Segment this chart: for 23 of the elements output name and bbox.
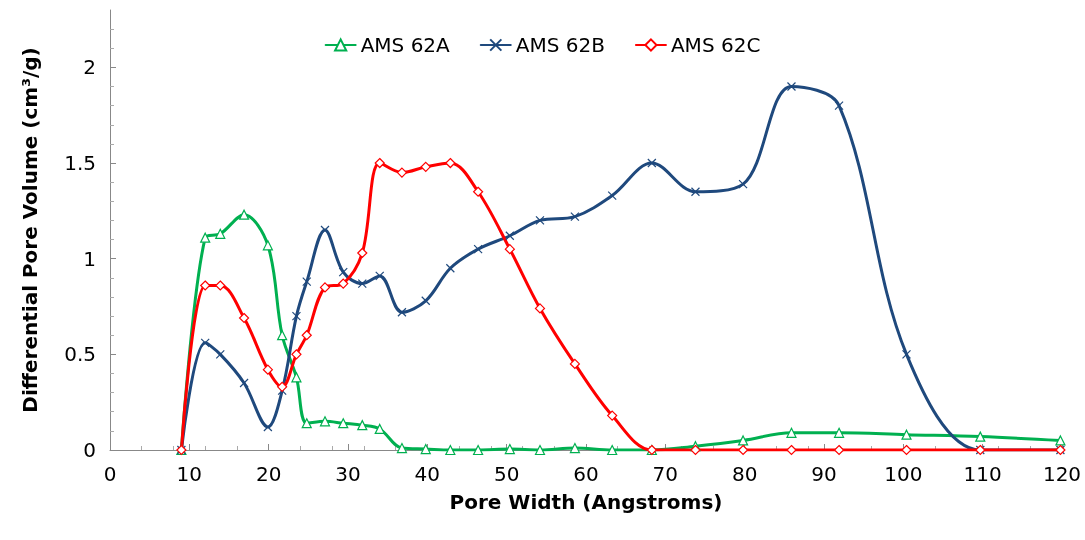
y-tick-label: 0.5 xyxy=(64,342,96,367)
x-tick-label: 80 xyxy=(731,462,758,486)
legend-label: AMS 62A xyxy=(360,33,451,57)
x-tick-label: 30 xyxy=(335,462,361,486)
x-tick-label: 100 xyxy=(884,462,923,486)
x-tick-label: 10 xyxy=(176,462,203,486)
x-tick-label: 20 xyxy=(255,462,282,486)
y-axis-title: Differential Pore Volume (cm³/g) xyxy=(18,47,42,413)
x-axis-title: Pore Width (Angstroms) xyxy=(449,490,723,514)
x-tick-label: 40 xyxy=(414,462,441,486)
legend-label: AMS 62B xyxy=(515,33,605,57)
x-tick-label: 70 xyxy=(652,462,679,486)
y-tick-label: 0 xyxy=(83,438,96,462)
y-tick-label: 1 xyxy=(83,246,96,271)
legend-label: AMS 62C xyxy=(670,33,761,57)
x-tick-label: 120 xyxy=(1042,462,1082,486)
x-tick-label: 90 xyxy=(811,462,837,486)
x-tick-label: 50 xyxy=(493,462,520,486)
x-tick-label: 110 xyxy=(963,462,1002,486)
y-tick-label: 1.5 xyxy=(64,151,96,176)
x-tick-label: 60 xyxy=(573,462,599,486)
y-tick-label: 2 xyxy=(83,55,96,80)
x-tick-label: 0 xyxy=(103,462,117,486)
